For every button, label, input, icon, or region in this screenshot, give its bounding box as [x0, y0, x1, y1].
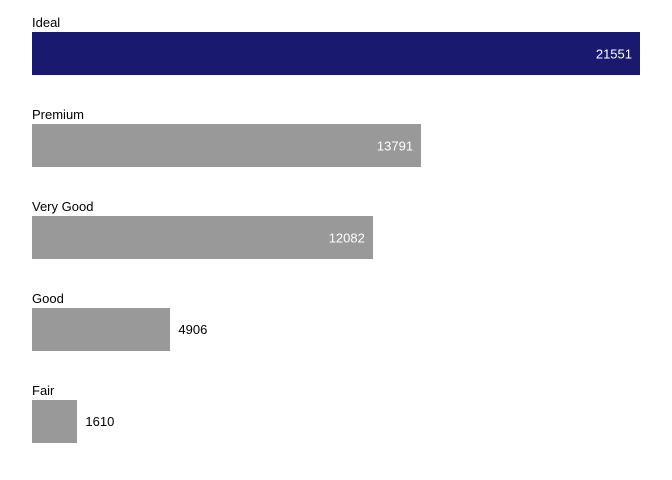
bar: 21551 — [32, 32, 640, 75]
value-label: 1610 — [85, 414, 115, 429]
category-label: Good — [32, 291, 64, 306]
bar: 13791 — [32, 124, 422, 167]
bar: 12082 — [32, 216, 373, 259]
value-label: 13791 — [376, 138, 414, 153]
category-label: Very Good — [32, 199, 94, 214]
bar — [32, 400, 78, 443]
bar-row: Very Good 12082 — [32, 199, 640, 291]
value-label: 21551 — [595, 46, 632, 61]
bar-row: Ideal 21551 — [32, 15, 640, 107]
bar-row: Fair 1610 — [32, 383, 640, 475]
bar — [32, 308, 171, 351]
bar-track: 12082 — [32, 216, 640, 259]
bar-track: 1610 — [32, 400, 640, 443]
bar-row: Premium 13791 — [32, 107, 640, 199]
bar-row: Good 4906 — [32, 291, 640, 383]
category-label: Ideal — [32, 15, 61, 30]
bar-track: 21551 — [32, 32, 640, 75]
category-label: Fair — [32, 383, 55, 398]
bar-track: 13791 — [32, 124, 640, 167]
value-label: 12082 — [328, 230, 365, 245]
category-label: Premium — [32, 107, 85, 122]
value-label: 4906 — [178, 322, 208, 337]
bar-track: 4906 — [32, 308, 640, 351]
